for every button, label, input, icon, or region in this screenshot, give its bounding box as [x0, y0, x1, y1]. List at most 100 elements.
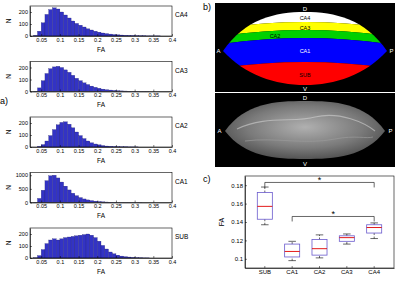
- x-tick: 0.3: [131, 34, 139, 43]
- tick-label: 0.1: [57, 259, 65, 265]
- x-axis: 0.050.10.150.20.250.30.350.4: [31, 145, 177, 154]
- tick-mark: [30, 175, 32, 176]
- tick-label: 0.2: [94, 148, 102, 154]
- histogram-bar: [105, 34, 109, 36]
- x-tick: 0.15: [74, 90, 85, 99]
- plot-background: [30, 228, 172, 258]
- histogram-bar: [75, 236, 79, 258]
- tick-mark: [41, 256, 42, 258]
- x-tick: 0.4: [169, 201, 177, 210]
- tick-mark: [264, 266, 265, 268]
- histogram-bar: [97, 32, 101, 36]
- whisker: [346, 241, 347, 244]
- tick-label: 200: [19, 9, 28, 15]
- tick-mark: [60, 201, 61, 203]
- tick-label: CA2: [314, 269, 326, 275]
- whisker: [374, 233, 375, 239]
- histogram-bar: [82, 199, 86, 203]
- region-label: CA2: [270, 33, 281, 39]
- tick-label: 0.3: [131, 259, 139, 265]
- tick-label: 0.25: [111, 92, 122, 98]
- significance-label: *: [331, 209, 335, 219]
- histogram-bar: [60, 12, 64, 36]
- histogram-bar: [86, 234, 90, 258]
- x-tick: 0.35: [148, 90, 159, 99]
- histogram-bar: [90, 30, 94, 36]
- histogram-bar: [94, 87, 98, 91]
- tick-label: 100: [19, 132, 28, 138]
- plot-background: [30, 6, 172, 36]
- region-label: CA4: [300, 15, 311, 21]
- histogram-bar: [97, 88, 101, 91]
- whisker: [264, 187, 265, 193]
- tick-label: 100: [19, 21, 28, 27]
- significance: **: [265, 175, 374, 222]
- tick-mark: [135, 256, 136, 258]
- tick-mark: [116, 90, 117, 92]
- histogram-bar: [49, 136, 53, 147]
- x-tick: 0.1: [57, 145, 65, 154]
- x-tick: 0.2: [94, 90, 102, 99]
- whisker-cap: [316, 257, 324, 258]
- tick-label: 0.2: [94, 92, 102, 98]
- plot-frame: [30, 62, 172, 92]
- x-tick: 0.15: [74, 34, 85, 43]
- x-axis-title: FA: [97, 212, 106, 219]
- tick-mark: [172, 256, 173, 258]
- tick-mark: [172, 201, 173, 203]
- x-tick: 0.4: [169, 34, 177, 43]
- whisker: [319, 235, 320, 240]
- x-axis-title: FA: [97, 101, 106, 108]
- histogram-bar: [75, 78, 79, 91]
- y-tick: 200: [19, 120, 32, 126]
- tick-mark: [374, 266, 375, 268]
- histogram-bar: [90, 235, 94, 258]
- histogram-bar: [56, 125, 60, 147]
- tick-label: 0: [25, 200, 28, 206]
- plot-background: [30, 117, 172, 147]
- histogram-bar: [64, 70, 68, 92]
- histogram-bar: [67, 72, 71, 91]
- histogram-bar: [56, 9, 60, 36]
- plot-frame: [30, 6, 172, 36]
- x-tick: 0.3: [131, 145, 139, 154]
- histogram-bar: [52, 67, 56, 92]
- x-axis: 0.050.10.150.20.250.30.350.4: [31, 90, 177, 99]
- median: [285, 251, 300, 252]
- tick-label: 0.15: [74, 37, 85, 43]
- whisker-cap: [370, 222, 378, 223]
- tick-label: 0.16: [231, 201, 243, 207]
- plot-frame: [245, 176, 394, 268]
- tick-label: 0.3: [131, 148, 139, 154]
- whisker-cap: [343, 233, 351, 234]
- tick-label: 0.15: [74, 259, 85, 265]
- x-tick: 0.35: [148, 256, 159, 265]
- tick-label: 0.05: [36, 148, 47, 154]
- orientation-label: P: [388, 128, 392, 134]
- box: [367, 225, 382, 233]
- histogram-bar: [52, 8, 56, 36]
- tick-mark: [116, 201, 117, 203]
- boxes: [257, 187, 381, 261]
- tick-label: 500: [19, 186, 28, 192]
- tick-label: 0.05: [36, 203, 47, 209]
- orientation-label: P: [389, 48, 393, 54]
- y-axis: 0100200: [19, 118, 32, 151]
- tick-mark: [153, 90, 154, 92]
- x-tick: 0.3: [131, 90, 139, 99]
- histogram-bar: [67, 124, 71, 147]
- median: [339, 237, 354, 238]
- histogram-bar: [49, 240, 53, 258]
- x-tick: 0.4: [169, 90, 177, 99]
- orientation-label: D: [303, 6, 308, 12]
- histogram-bar: [94, 238, 98, 258]
- histogram-bar: [67, 237, 71, 258]
- y-axis: 0.10.120.140.160.18: [231, 177, 247, 269]
- x-axis-title: FA: [97, 268, 106, 275]
- tick-label: 0: [25, 89, 28, 95]
- histogram-bar: [79, 81, 83, 92]
- x-tick: 0.15: [74, 201, 85, 210]
- x-axis: 0.050.10.150.20.250.30.350.4: [31, 201, 177, 210]
- median: [257, 206, 272, 207]
- histogram-bar: [45, 181, 49, 203]
